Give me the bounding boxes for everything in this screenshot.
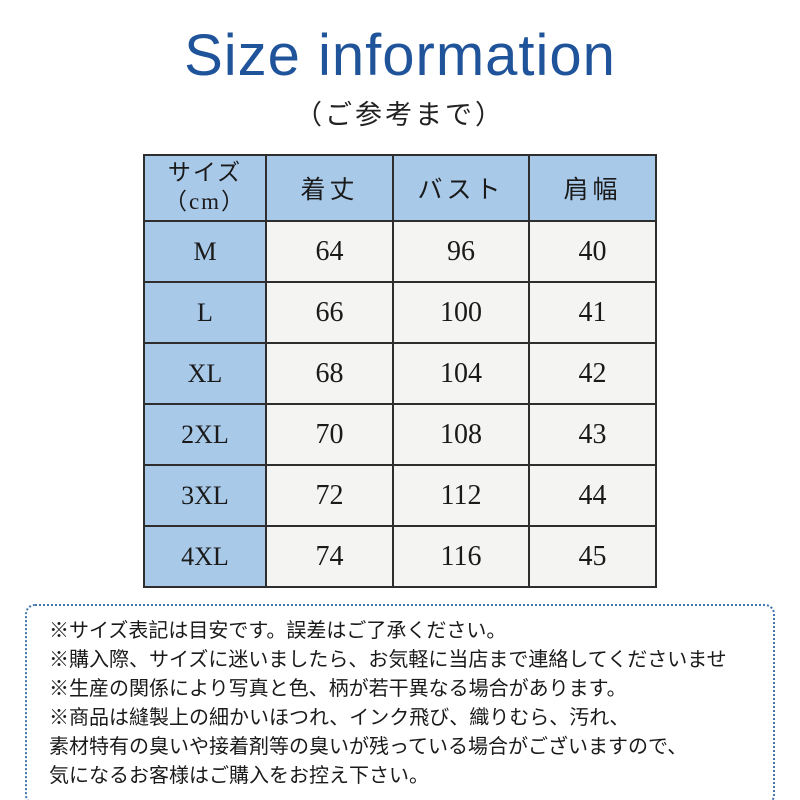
table-row: XL 68 104 42 bbox=[143, 342, 657, 405]
size-cell: M bbox=[143, 220, 267, 283]
bust-cell: 112 bbox=[392, 464, 530, 527]
col-header-length: 着丈 bbox=[265, 154, 394, 222]
col-header-size-line1: サイズ bbox=[167, 160, 243, 186]
bust-cell: 104 bbox=[392, 342, 530, 405]
length-cell: 72 bbox=[265, 464, 394, 527]
note-line: 気になるお客様はご購入をお控え下さい。 bbox=[49, 765, 429, 787]
notes-box: ※サイズ表記は目安です。誤差はご了承ください。 ※購入際、サイズに迷いましたら、… bbox=[25, 604, 775, 800]
shoulder-cell: 43 bbox=[528, 403, 657, 466]
col-header-shoulder: 肩幅 bbox=[528, 154, 657, 222]
page-title: Size information bbox=[184, 23, 616, 88]
length-cell: 66 bbox=[265, 281, 394, 344]
note-line: ※商品は縫製上の細かいほつれ、インク飛び、織りむら、汚れ、 bbox=[49, 707, 630, 729]
note-line: 素材特有の臭いや接着剤等の臭いが残っている場合がございますので、 bbox=[49, 736, 688, 758]
shoulder-cell: 40 bbox=[528, 220, 657, 283]
bust-cell: 96 bbox=[392, 220, 530, 283]
shoulder-cell: 41 bbox=[528, 281, 657, 344]
table-row: 4XL 74 116 45 bbox=[143, 525, 657, 588]
size-cell: L bbox=[143, 281, 267, 344]
col-header-size-line2: （cm） bbox=[163, 189, 247, 214]
col-header-size: サイズ （cm） bbox=[143, 154, 267, 222]
shoulder-cell: 42 bbox=[528, 342, 657, 405]
table-row: 3XL 72 112 44 bbox=[143, 464, 657, 527]
size-cell: 4XL bbox=[143, 525, 267, 588]
page-subtitle: （ご参考まで） bbox=[295, 100, 505, 130]
table-header-row: サイズ （cm） 着丈 バスト 肩幅 bbox=[143, 154, 657, 222]
bust-cell: 116 bbox=[392, 525, 530, 588]
length-cell: 74 bbox=[265, 525, 394, 588]
bust-cell: 108 bbox=[392, 403, 530, 466]
shoulder-cell: 45 bbox=[528, 525, 657, 588]
bust-cell: 100 bbox=[392, 281, 530, 344]
note-line: ※生産の関係により写真と色、柄が若干異なる場合があります。 bbox=[49, 678, 627, 700]
col-header-bust: バスト bbox=[392, 154, 530, 222]
size-cell: 3XL bbox=[143, 464, 267, 527]
size-cell: 2XL bbox=[143, 403, 267, 466]
note-line: ※サイズ表記は目安です。誤差はご了承ください。 bbox=[49, 620, 507, 642]
length-cell: 64 bbox=[265, 220, 394, 283]
size-table: サイズ （cm） 着丈 バスト 肩幅 M 64 96 40 L 66 100 4… bbox=[143, 154, 657, 588]
note-line: ※購入際、サイズに迷いましたら、お気軽に当店まで連絡してくださいませ bbox=[49, 649, 727, 671]
size-cell: XL bbox=[143, 342, 267, 405]
table-row: M 64 96 40 bbox=[143, 220, 657, 283]
table-row: L 66 100 41 bbox=[143, 281, 657, 344]
length-cell: 68 bbox=[265, 342, 394, 405]
length-cell: 70 bbox=[265, 403, 394, 466]
table-row: 2XL 70 108 43 bbox=[143, 403, 657, 466]
shoulder-cell: 44 bbox=[528, 464, 657, 527]
